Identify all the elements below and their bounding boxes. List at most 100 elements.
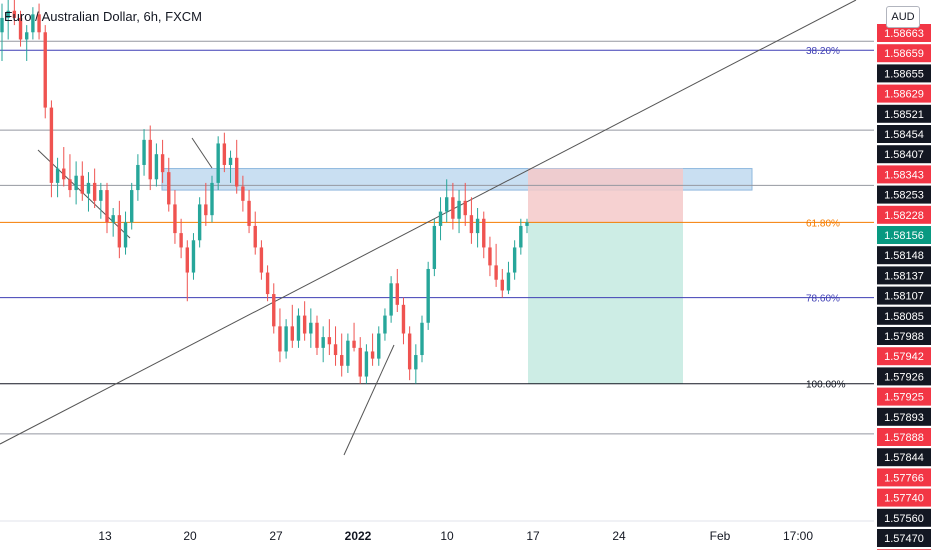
candle-body xyxy=(309,322,313,334)
candle-body xyxy=(265,272,270,295)
candle-body xyxy=(74,175,78,191)
candle-body xyxy=(346,340,350,366)
candle-body xyxy=(395,283,399,305)
x-tick-label: 13 xyxy=(98,529,112,543)
candle-body xyxy=(49,107,54,183)
price-label: 1.58137 xyxy=(884,270,924,282)
candle-body xyxy=(321,337,325,348)
candle-body xyxy=(475,218,480,234)
trendline xyxy=(191,137,213,169)
price-label: 1.57893 xyxy=(884,412,924,424)
candle-body xyxy=(31,14,35,33)
candle-body xyxy=(130,190,134,223)
candle-body xyxy=(333,344,338,356)
candle-body xyxy=(488,247,492,266)
x-tick-label: Feb xyxy=(710,529,731,543)
candle-body xyxy=(278,326,282,352)
price-label: 1.58343 xyxy=(884,169,924,181)
price-label-box xyxy=(877,205,931,224)
candle-body xyxy=(370,351,375,359)
candle-body xyxy=(364,351,369,377)
candle-body xyxy=(383,315,387,334)
price-label: 1.57925 xyxy=(884,392,924,404)
candle-body xyxy=(500,279,504,291)
price-label-box xyxy=(877,286,931,305)
candle-body xyxy=(525,222,529,226)
candle-body xyxy=(142,139,146,165)
price-label-box xyxy=(877,306,931,325)
price-label: 1.58454 xyxy=(884,129,924,141)
candle-body xyxy=(37,14,41,33)
price-label-box xyxy=(877,387,931,406)
x-tick-label: 10 xyxy=(440,529,454,543)
candle-body xyxy=(290,326,294,341)
candle-body xyxy=(519,225,523,248)
candle-body xyxy=(210,182,214,216)
price-label: 1.58521 xyxy=(884,109,924,121)
candle-body xyxy=(315,322,319,348)
fib-label: 78.60% xyxy=(806,294,840,305)
candle-body xyxy=(167,172,171,205)
candle-body xyxy=(173,204,177,234)
price-label-box xyxy=(877,185,931,204)
price-label: 1.58659 xyxy=(884,48,924,60)
price-label-box xyxy=(877,84,931,103)
price-label: 1.57888 xyxy=(884,432,924,444)
fib-label: 61.80% xyxy=(806,218,840,229)
price-label: 1.58407 xyxy=(884,149,924,161)
candle-body xyxy=(222,143,227,165)
price-label-box xyxy=(877,125,931,143)
candle-body xyxy=(204,204,208,216)
candle-body xyxy=(377,333,381,359)
candle-body xyxy=(111,215,115,223)
candle-body xyxy=(235,157,239,187)
price-label: 1.57766 xyxy=(884,472,924,484)
candle-body xyxy=(68,179,72,191)
price-label-box xyxy=(877,347,931,366)
candle-body xyxy=(185,247,189,273)
price-label: 1.57844 xyxy=(884,452,924,464)
candle-body xyxy=(154,154,159,180)
symbol-title: Euro / Australian Dollar, 6h, FXCM xyxy=(4,9,202,24)
candle-body xyxy=(247,200,251,226)
candle-body xyxy=(494,265,498,280)
candle-body xyxy=(457,200,461,219)
candle-body xyxy=(117,215,122,248)
price-label: 1.58655 xyxy=(884,68,924,80)
price-label: 1.57470 xyxy=(884,533,924,545)
price-label-box xyxy=(877,266,931,285)
candle-body xyxy=(216,143,220,183)
candle-body xyxy=(25,32,29,40)
price-label: 1.57926 xyxy=(884,371,924,383)
candle-body xyxy=(506,272,511,291)
price-label-box xyxy=(877,529,931,547)
price-label-box xyxy=(877,488,931,507)
candle-body xyxy=(80,175,84,194)
price-axis-labels: 1.58663 1.58659 1.58655 1.58629 1.58521 1.584… xyxy=(877,24,931,555)
fib-label: 38.20% xyxy=(806,46,840,57)
price-label: 1.58663 xyxy=(884,28,924,40)
price-label: 1.58629 xyxy=(884,89,924,101)
price-label-box xyxy=(877,448,931,467)
candle-body xyxy=(99,190,103,201)
candle-body xyxy=(432,225,437,269)
candle-body xyxy=(259,247,264,273)
price-label-box xyxy=(877,165,931,184)
candle-body xyxy=(389,283,393,316)
price-label: 1.58253 xyxy=(884,190,924,202)
candle-body xyxy=(191,240,196,273)
x-tick-label: 27 xyxy=(269,529,283,543)
price-label: 1.57740 xyxy=(884,493,924,505)
trendline xyxy=(343,344,395,456)
price-label-box xyxy=(877,327,931,345)
candle-body xyxy=(55,168,60,183)
price-label: 1.57560 xyxy=(884,513,924,525)
x-tick-label: 17:00 xyxy=(783,529,813,543)
price-label: 1.57942 xyxy=(884,351,924,363)
price-axis[interactable]: 1.58663 1.58659 1.58655 1.58629 1.58521 1.584… xyxy=(874,0,932,555)
price-label-box xyxy=(877,468,931,487)
price-label-box xyxy=(877,407,931,426)
currency-badge[interactable]: AUD xyxy=(886,6,920,28)
